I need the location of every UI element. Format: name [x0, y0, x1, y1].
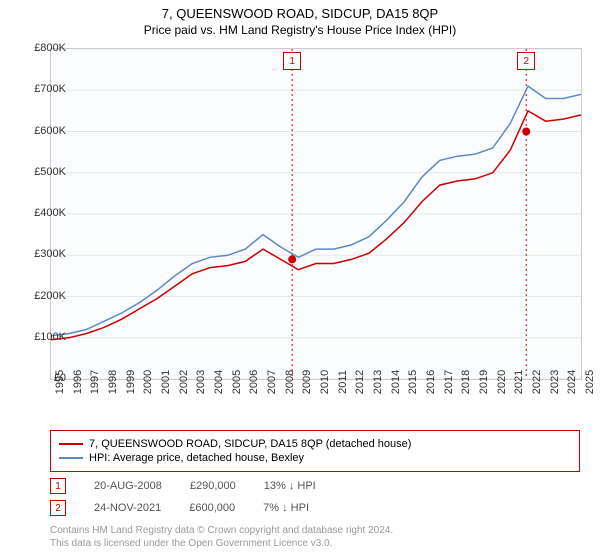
event-row-1: 1 20-AUG-2008 £290,000 13% ↓ HPI: [50, 478, 580, 494]
y-axis-label: £300K: [34, 248, 66, 260]
x-axis-label: 2013: [372, 370, 384, 394]
x-axis-label: 2025: [584, 370, 596, 394]
event-badge: 2: [50, 500, 66, 516]
x-axis-label: 2002: [178, 370, 190, 394]
x-axis-label: 2009: [301, 370, 313, 394]
event-delta: 13% ↓ HPI: [264, 480, 316, 492]
x-axis-label: 1997: [89, 370, 101, 394]
event-delta: 7% ↓ HPI: [263, 502, 309, 514]
x-axis-label: 2016: [425, 370, 437, 394]
x-axis-label: 2020: [496, 370, 508, 394]
footnote: Contains HM Land Registry data © Crown c…: [50, 524, 580, 550]
legend-item-hpi: HPI: Average price, detached house, Bexl…: [59, 451, 571, 465]
x-axis-label: 2000: [142, 370, 154, 394]
legend-item-property: 7, QUEENSWOOD ROAD, SIDCUP, DA15 8QP (de…: [59, 437, 571, 451]
price-chart: [50, 48, 582, 380]
y-axis-label: £600K: [34, 125, 66, 137]
x-axis-label: 2024: [566, 370, 578, 394]
x-axis-label: 2008: [284, 370, 296, 394]
page-title: 7, QUEENSWOOD ROAD, SIDCUP, DA15 8QP: [0, 0, 600, 21]
event-marker-1: 1: [283, 52, 301, 70]
x-axis-label: 2012: [354, 370, 366, 394]
x-axis-label: 1995: [54, 370, 66, 394]
x-axis-label: 2018: [460, 370, 472, 394]
x-axis-label: 2001: [160, 370, 172, 394]
legend-label: 7, QUEENSWOOD ROAD, SIDCUP, DA15 8QP (de…: [89, 438, 411, 450]
legend-label: HPI: Average price, detached house, Bexl…: [89, 452, 304, 464]
y-axis-label: £700K: [34, 83, 66, 95]
x-axis-label: 1996: [72, 370, 84, 394]
y-axis-label: £200K: [34, 290, 66, 302]
legend: 7, QUEENSWOOD ROAD, SIDCUP, DA15 8QP (de…: [50, 430, 580, 472]
legend-swatch: [59, 443, 83, 445]
page-subtitle: Price paid vs. HM Land Registry's House …: [0, 21, 600, 41]
x-axis-label: 2011: [337, 370, 349, 394]
event-badge: 1: [50, 478, 66, 494]
event-date: 20-AUG-2008: [94, 480, 162, 492]
x-axis-label: 2006: [248, 370, 260, 394]
event-date: 24-NOV-2021: [94, 502, 161, 514]
x-axis-label: 2023: [549, 370, 561, 394]
event-price: £290,000: [190, 480, 236, 492]
y-axis-label: £500K: [34, 166, 66, 178]
y-axis-label: £100K: [34, 331, 66, 343]
x-axis-label: 2019: [478, 370, 490, 394]
x-axis-label: 2017: [443, 370, 455, 394]
x-axis-label: 2003: [195, 370, 207, 394]
x-axis-label: 2014: [390, 370, 402, 394]
y-axis-label: £400K: [34, 207, 66, 219]
footnote-line: This data is licensed under the Open Gov…: [50, 537, 580, 550]
x-axis-label: 2005: [231, 370, 243, 394]
x-axis-label: 2007: [266, 370, 278, 394]
x-axis-label: 2021: [513, 370, 525, 394]
y-axis-label: £800K: [34, 42, 66, 54]
event-row-2: 2 24-NOV-2021 £600,000 7% ↓ HPI: [50, 500, 580, 516]
x-axis-label: 2004: [213, 370, 225, 394]
x-axis-label: 2010: [319, 370, 331, 394]
x-axis-label: 2022: [531, 370, 543, 394]
x-axis-label: 1998: [107, 370, 119, 394]
x-axis-label: 1999: [125, 370, 137, 394]
event-marker-2: 2: [517, 52, 535, 70]
footnote-line: Contains HM Land Registry data © Crown c…: [50, 524, 580, 537]
event-price: £600,000: [189, 502, 235, 514]
x-axis-label: 2015: [407, 370, 419, 394]
legend-swatch: [59, 457, 83, 459]
